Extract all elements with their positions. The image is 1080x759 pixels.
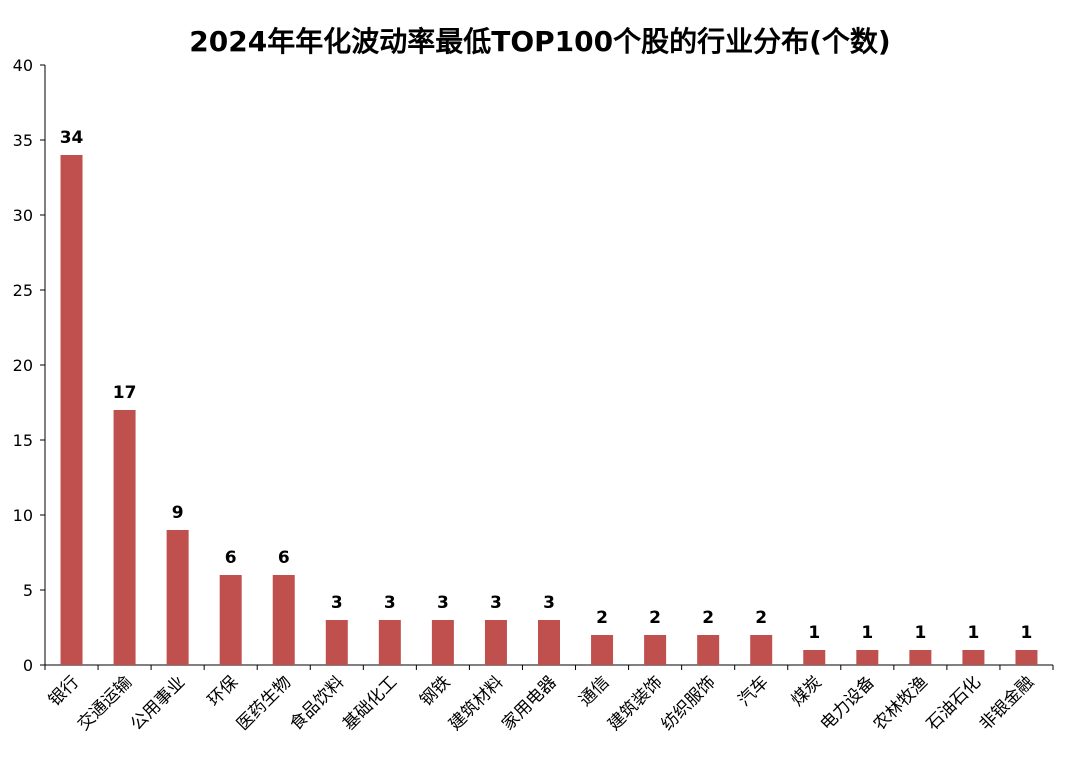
y-tick-label: 10 [13,506,33,525]
data-label: 2 [702,608,714,628]
bar [60,155,83,665]
data-label: 3 [437,593,449,613]
category-label: 电力设备 [817,672,879,734]
bar-series [60,155,1038,665]
category-label: 家用电器 [498,672,560,734]
chart-axes [44,65,1054,670]
category-label: 公用事业 [127,672,189,734]
data-label: 2 [649,608,661,628]
category-label: 汽车 [735,672,773,710]
data-label: 17 [113,383,137,403]
bar [909,650,932,665]
data-label: 2 [755,608,767,628]
data-label: 2 [596,608,608,628]
data-label: 1 [1021,623,1033,643]
bar [1015,650,1038,665]
data-label: 1 [967,623,979,643]
bar [697,635,720,665]
chart-title: 2024年年化波动率最低TOP100个股的行业分布(个数) [189,25,891,58]
y-tick-label: 40 [13,56,33,75]
bar [962,650,985,665]
bar [325,620,348,665]
data-label: 3 [331,593,343,613]
bar [166,530,189,665]
y-tick-label: 15 [13,431,33,450]
y-tick-label: 20 [13,356,33,375]
data-label: 1 [808,623,820,643]
bar [378,620,401,665]
category-label: 纺织服饰 [657,672,719,734]
bar [644,635,667,665]
bar [591,635,614,665]
y-tick-label: 0 [23,656,33,675]
data-label: 9 [172,503,184,523]
y-tick-label: 30 [13,206,33,225]
category-label: 建筑材料 [445,672,507,734]
bar [750,635,773,665]
data-label: 1 [914,623,926,643]
category-label: 建筑装饰 [604,672,666,734]
bar [113,410,136,665]
category-label: 通信 [575,672,613,710]
category-label: 石油石化 [923,672,985,734]
y-axis-ticks: 0 5 10 15 20 25 30 35 40 [13,56,45,675]
bar [856,650,879,665]
data-label: 3 [384,593,396,613]
category-label: 环保 [204,672,242,710]
data-label: 6 [278,548,290,568]
category-label: 食品饮料 [286,672,348,734]
category-label: 基础化工 [339,672,401,734]
y-tick-label: 35 [13,131,33,150]
category-label: 交通运输 [74,672,136,734]
y-tick-label: 25 [13,281,33,300]
category-label: 钢铁 [416,672,454,710]
data-label: 1 [861,623,873,643]
bar [538,620,560,665]
category-label: 医药生物 [233,672,295,734]
bar [272,575,295,665]
category-label: 银行 [45,672,83,710]
y-tick-label: 5 [23,581,33,600]
bar [219,575,242,665]
category-label: 农林牧渔 [870,672,932,734]
data-label: 6 [225,548,237,568]
bar [484,620,507,665]
data-label: 3 [490,593,502,613]
data-labels: 34 17 9 6 6 3 3 3 3 3 2 2 2 2 1 1 1 1 1 [60,128,1033,643]
data-label: 3 [543,593,555,613]
bar [803,650,826,665]
bar [431,620,454,665]
category-label: 煤炭 [788,672,826,710]
category-label: 非银金融 [976,672,1038,734]
data-label: 34 [60,128,84,148]
